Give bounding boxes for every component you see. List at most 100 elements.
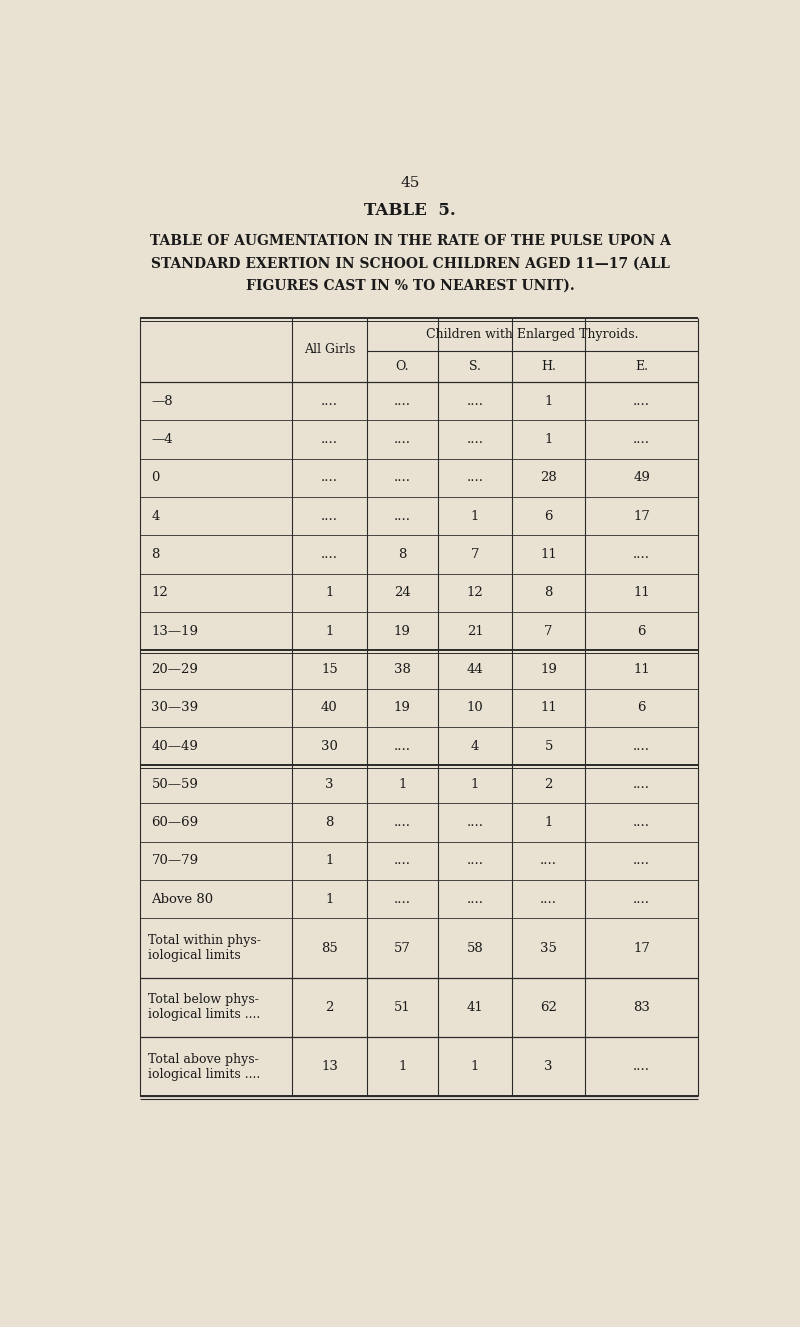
Text: 1: 1 (544, 394, 553, 407)
Text: ....: .... (466, 816, 483, 829)
Text: 62: 62 (540, 1001, 557, 1014)
Text: 20—29: 20—29 (151, 664, 198, 675)
Text: 60—69: 60—69 (151, 816, 198, 829)
Text: 19: 19 (394, 701, 410, 714)
Text: FIGURES CAST IN % TO NEAREST UNIT).: FIGURES CAST IN % TO NEAREST UNIT). (246, 279, 574, 293)
Text: O.: O. (395, 360, 409, 373)
Text: 2: 2 (326, 1001, 334, 1014)
Text: 5: 5 (544, 739, 553, 752)
Text: 1: 1 (326, 625, 334, 637)
Text: Children with Enlarged Thyroids.: Children with Enlarged Thyroids. (426, 328, 638, 341)
Text: 3: 3 (544, 1060, 553, 1074)
Text: ....: .... (633, 893, 650, 906)
Text: 1: 1 (398, 778, 406, 791)
Text: 2: 2 (544, 778, 553, 791)
Text: ....: .... (633, 1060, 650, 1074)
Text: ....: .... (394, 394, 410, 407)
Text: 0: 0 (151, 471, 160, 484)
Text: 12: 12 (466, 587, 483, 600)
Text: 11: 11 (633, 587, 650, 600)
Text: H.: H. (541, 360, 556, 373)
Text: ....: .... (394, 739, 410, 752)
Text: ....: .... (321, 510, 338, 523)
Text: 6: 6 (544, 510, 553, 523)
Text: ....: .... (466, 893, 483, 906)
Text: 8: 8 (544, 587, 553, 600)
Text: 49: 49 (633, 471, 650, 484)
Text: 85: 85 (321, 942, 338, 954)
Text: 57: 57 (394, 942, 410, 954)
Text: 6: 6 (638, 701, 646, 714)
Text: 7: 7 (471, 548, 479, 561)
Text: ....: .... (394, 510, 410, 523)
Text: 51: 51 (394, 1001, 410, 1014)
Text: 8: 8 (151, 548, 160, 561)
Text: ....: .... (466, 471, 483, 484)
Text: ....: .... (321, 471, 338, 484)
Text: 1: 1 (544, 816, 553, 829)
Text: 4: 4 (151, 510, 160, 523)
Text: 58: 58 (466, 942, 483, 954)
Text: 11: 11 (540, 701, 557, 714)
Text: STANDARD EXERTION IN SCHOOL CHILDREN AGED 11—17 (ALL: STANDARD EXERTION IN SCHOOL CHILDREN AGE… (150, 256, 670, 271)
Text: 11: 11 (540, 548, 557, 561)
Text: 1: 1 (471, 510, 479, 523)
Text: 44: 44 (466, 664, 483, 675)
Text: 21: 21 (466, 625, 483, 637)
Text: 13: 13 (321, 1060, 338, 1074)
Text: 50—59: 50—59 (151, 778, 198, 791)
Text: ....: .... (633, 433, 650, 446)
Text: ....: .... (321, 433, 338, 446)
Text: 38: 38 (394, 664, 410, 675)
Text: ....: .... (540, 855, 557, 868)
Text: 15: 15 (321, 664, 338, 675)
Text: 8: 8 (326, 816, 334, 829)
Text: ....: .... (633, 855, 650, 868)
Text: 1: 1 (326, 587, 334, 600)
Text: ....: .... (466, 433, 483, 446)
Text: Above 80: Above 80 (151, 893, 214, 906)
Text: ....: .... (633, 739, 650, 752)
Text: S.: S. (469, 360, 481, 373)
Text: —4: —4 (151, 433, 173, 446)
Text: ....: .... (321, 548, 338, 561)
Text: ....: .... (321, 394, 338, 407)
Text: Total above phys-
iological limits ....: Total above phys- iological limits .... (148, 1052, 260, 1080)
Text: E.: E. (635, 360, 648, 373)
Text: 19: 19 (540, 664, 557, 675)
Text: 4: 4 (471, 739, 479, 752)
Text: ....: .... (466, 855, 483, 868)
Text: Total within phys-
iological limits: Total within phys- iological limits (148, 934, 261, 962)
Text: 13—19: 13—19 (151, 625, 198, 637)
Text: 1: 1 (326, 855, 334, 868)
Text: 3: 3 (325, 778, 334, 791)
Text: 40: 40 (321, 701, 338, 714)
Text: 30: 30 (321, 739, 338, 752)
Text: 1: 1 (471, 1060, 479, 1074)
Text: TABLE OF AUGMENTATION IN THE RATE OF THE PULSE UPON A: TABLE OF AUGMENTATION IN THE RATE OF THE… (150, 234, 670, 248)
Text: 19: 19 (394, 625, 410, 637)
Text: ....: .... (394, 433, 410, 446)
Text: 30—39: 30—39 (151, 701, 198, 714)
Text: 1: 1 (544, 433, 553, 446)
Text: 28: 28 (540, 471, 557, 484)
Text: 6: 6 (638, 625, 646, 637)
Text: All Girls: All Girls (304, 344, 355, 357)
Text: TABLE  5.: TABLE 5. (364, 202, 456, 219)
Text: 1: 1 (471, 778, 479, 791)
Text: ....: .... (540, 893, 557, 906)
Text: 12: 12 (151, 587, 168, 600)
Text: ....: .... (394, 855, 410, 868)
Text: 10: 10 (466, 701, 483, 714)
Text: 8: 8 (398, 548, 406, 561)
Text: —8: —8 (151, 394, 173, 407)
Text: 83: 83 (633, 1001, 650, 1014)
Text: 17: 17 (633, 942, 650, 954)
Text: ....: .... (394, 893, 410, 906)
Text: 1: 1 (398, 1060, 406, 1074)
Text: 17: 17 (633, 510, 650, 523)
Text: ....: .... (466, 394, 483, 407)
Text: ....: .... (394, 471, 410, 484)
Text: 1: 1 (326, 893, 334, 906)
Text: ....: .... (633, 548, 650, 561)
